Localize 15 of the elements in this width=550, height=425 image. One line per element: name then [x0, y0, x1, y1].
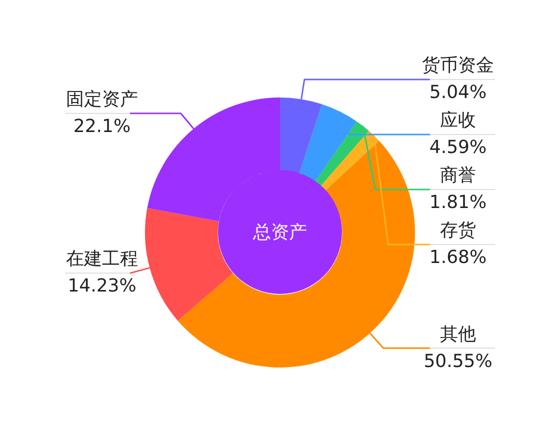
data-label: 50.55% — [424, 350, 492, 372]
data-label: 5.04% — [429, 82, 487, 104]
slice-label: 存货 — [440, 220, 476, 242]
slice-label: 货币资金 — [422, 55, 494, 76]
slice-label: 固定资产 — [66, 89, 138, 110]
data-label: 4.59% — [429, 137, 487, 158]
data-label: 1.68% — [429, 247, 487, 268]
slice-label: 商誉 — [440, 165, 476, 186]
slice-label: 在建工程 — [66, 248, 138, 270]
slice-label: 其他 — [440, 324, 476, 345]
data-label: 1.81% — [429, 192, 487, 214]
data-label: 22.1% — [73, 116, 131, 138]
data-label: 14.23% — [68, 276, 136, 297]
text: 总资产 — [252, 221, 308, 244]
slice-label: 应收 — [440, 110, 476, 132]
